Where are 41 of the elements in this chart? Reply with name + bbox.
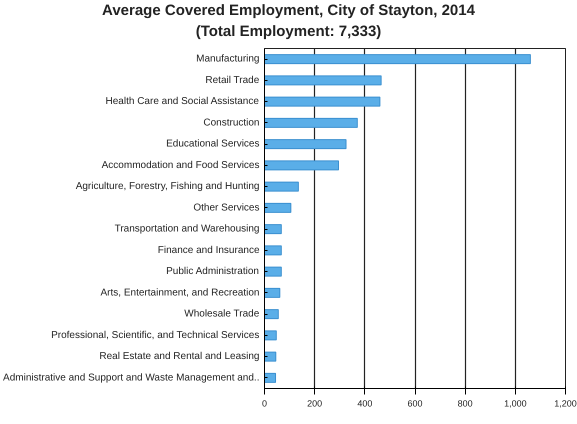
bar: [264, 352, 276, 362]
y-tick-label: Construction: [203, 117, 260, 128]
y-tick-label: Real Estate and Rental and Leasing: [99, 350, 260, 362]
bar: [264, 54, 531, 64]
x-tick-label: 800: [458, 398, 473, 408]
y-tick-label: Accommodation and Food Services: [102, 160, 260, 171]
x-tick-label: 400: [357, 398, 372, 408]
x-tick-label: 1,000: [504, 398, 527, 408]
y-tick-label: Public Administration: [166, 266, 259, 277]
bar: [264, 96, 380, 106]
x-tick-label: 0: [262, 398, 268, 408]
bar: [264, 139, 347, 149]
y-tick-label: Wholesale Trade: [184, 308, 260, 320]
bar: [264, 160, 339, 170]
chart-subtitle: (Total Employment: 7,333): [196, 22, 382, 42]
y-tick-label: Other Services: [193, 202, 260, 214]
bar: [264, 245, 282, 256]
x-tick-label: 600: [407, 398, 423, 408]
bar: [264, 182, 299, 192]
y-tick-label: Educational Services: [166, 138, 260, 150]
x-tick-label: 1,200: [554, 398, 577, 408]
y-tick-label: Health Care and Social Assistance: [106, 96, 260, 107]
y-tick-label: Administrative and Support and Waste Management and..: [3, 372, 260, 384]
y-tick-label: Retail Trade: [205, 74, 260, 86]
y-tick-label: Professional, Scientific, and Technical Services: [51, 330, 260, 341]
bar: [264, 224, 282, 234]
x-tick-label: 200: [307, 398, 322, 408]
bar: [264, 118, 358, 128]
bar: [264, 372, 276, 383]
bar: [264, 202, 292, 213]
y-tick-label: Agriculture, Forestry, Fishing and Hunting: [76, 180, 260, 192]
y-tick-label: Finance and Insurance: [158, 244, 260, 256]
y-tick-label: Transportation and Warehousing: [114, 223, 260, 234]
bar: [264, 75, 382, 86]
bar: [264, 309, 279, 319]
y-tick-label: Manufacturing: [196, 53, 260, 64]
chart-title: Average Covered Employment, City of Stayton, 2014: [102, 1, 475, 21]
bar: [264, 266, 282, 276]
bar: [264, 288, 280, 298]
y-tick-label: Arts, Entertainment, and Recreation: [100, 287, 260, 298]
bar: [264, 330, 277, 340]
